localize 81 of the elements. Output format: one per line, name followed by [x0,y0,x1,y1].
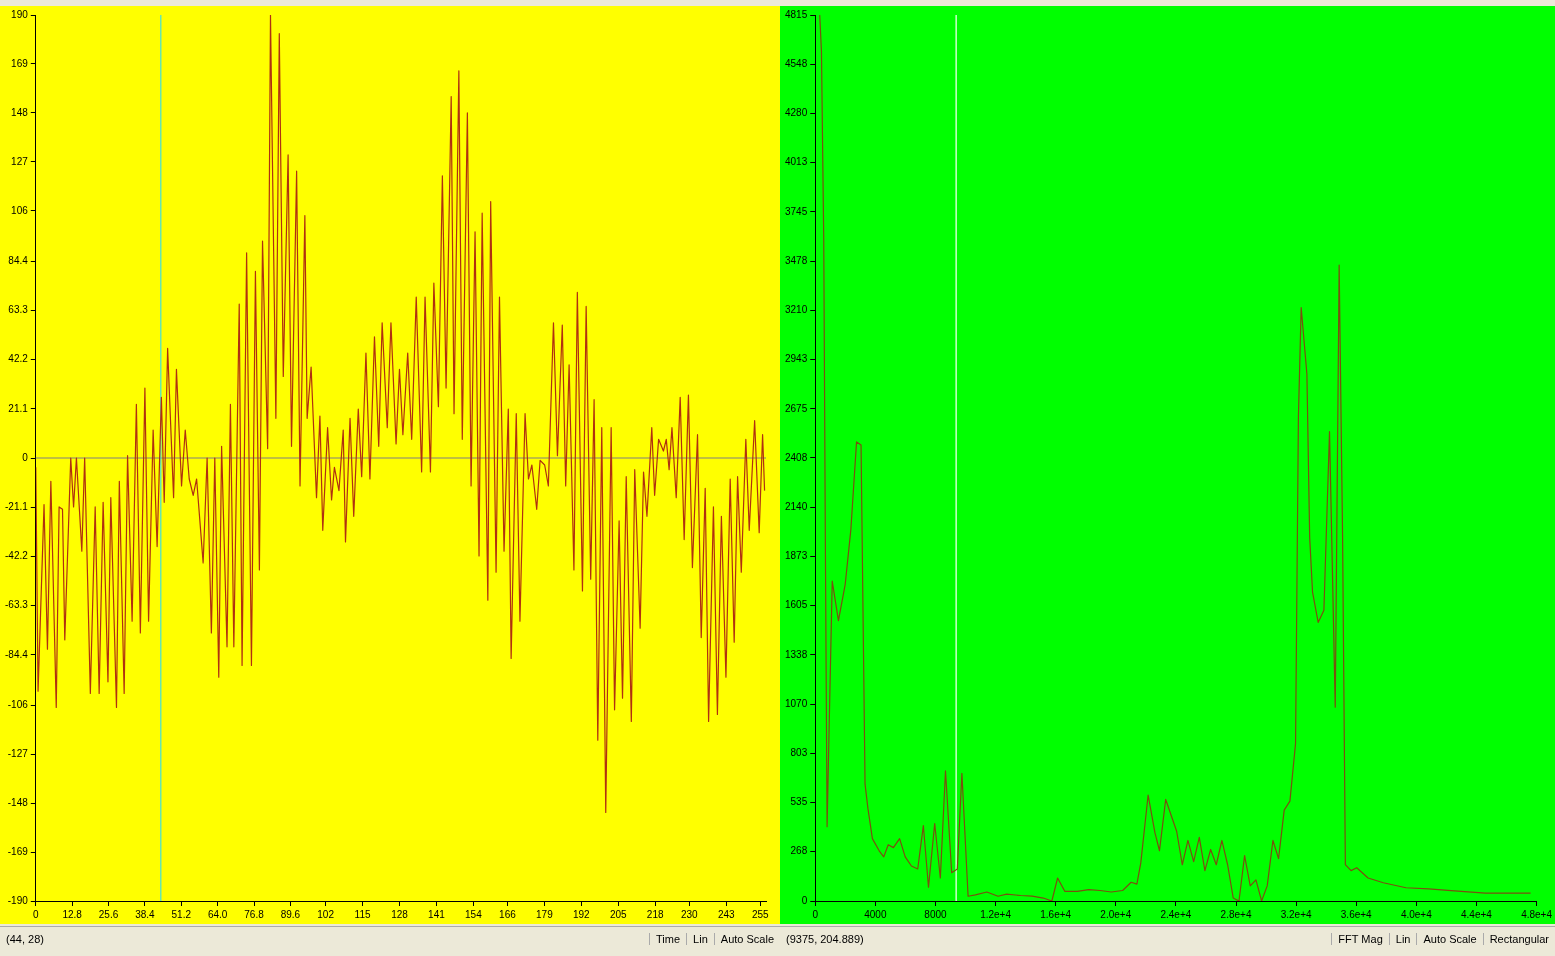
y-tick-label: 803 [790,746,808,758]
y-tick-label: -190 [7,894,29,906]
x-tick-label: 166 [499,908,517,920]
x-tick-label: 205 [609,908,628,920]
y-tick-label: 1070 [785,697,808,709]
y-tick-label: 1338 [785,648,808,660]
x-tick-label: 0 [812,908,819,920]
y-tick-label: 3210 [785,304,808,316]
x-tick-label: 243 [717,908,735,920]
x-tick-label: 8000 [924,908,948,920]
y-tick-label: 4013 [785,156,808,168]
y-tick-label: 0 [801,894,808,906]
y-tick-label: -106 [7,698,29,710]
x-tick-label: 76.8 [244,908,265,920]
x-tick-label: 179 [536,908,554,920]
y-tick-label: 42.2 [8,353,29,365]
y-tick-label: 0 [22,451,29,463]
x-tick-label: 102 [317,908,335,920]
x-tick-label: 2.8e+4 [1220,908,1252,920]
x-tick-label: 4000 [864,908,887,920]
y-tick-label: 535 [790,796,808,808]
y-tick-label: 148 [11,106,29,118]
y-tick-label: -148 [7,796,29,808]
y-tick-label: -84.4 [5,648,29,660]
x-tick-label: 115 [354,908,371,920]
y-tick-label: 4280 [785,107,808,119]
x-tick-label: 2.4e+4 [1160,908,1192,920]
x-tick-label: 2.0e+4 [1100,908,1132,920]
x-tick-label: 51.2 [171,908,192,920]
x-tick-label: 89.6 [280,908,301,920]
y-tick-label: 169 [11,57,29,69]
y-tick-label: 63.3 [8,304,29,316]
y-tick-label: 21.1 [8,402,29,414]
x-tick-label: 1.6e+4 [1040,908,1072,920]
x-tick-label: 0 [33,908,40,920]
x-tick-label: 4.8e+4 [1521,908,1553,920]
text: (44, 28) [5,933,45,945]
y-tick-label: 4548 [785,57,808,69]
x-tick-label: 230 [680,908,699,920]
text: Time [649,933,687,945]
x-tick-label: 25.6 [98,908,119,920]
x-tick-label: 141 [428,908,446,920]
y-tick-label: 190 [11,8,29,20]
y-tick-label: -63.3 [5,599,29,611]
text: (9375, 204.889) [785,933,865,945]
x-tick-label: 3.6e+4 [1340,908,1373,920]
y-tick-label: 4815 [785,8,808,20]
x-tick-label: 12.8 [62,908,83,920]
x-tick-label: 154 [465,908,483,920]
y-tick-label: -42.2 [5,550,29,562]
y-tick-label: -127 [7,747,29,759]
x-tick-label: 64.0 [207,908,228,920]
x-tick-label: 4.0e+4 [1400,908,1433,920]
y-tick-label: -169 [7,845,29,857]
x-tick-label: 38.4 [135,908,156,920]
text: Rectangular [1482,933,1555,945]
x-tick-label: 4.4e+4 [1461,908,1493,920]
x-tick-label: 218 [646,908,664,920]
text: Lin [1388,933,1417,945]
y-tick-label: 2943 [785,353,808,365]
y-tick-label: 268 [790,845,808,857]
x-tick-label: 192 [572,908,591,920]
y-tick-label: 3745 [785,205,808,217]
y-tick-label: -21.1 [5,500,29,512]
y-tick-label: 84.4 [8,254,29,266]
y-tick-label: 2675 [785,402,808,414]
y-tick-label: 2408 [785,451,808,463]
x-tick-label: 3.2e+4 [1280,908,1312,920]
x-tick-label: 255 [751,908,770,920]
y-tick-label: 1605 [785,599,808,611]
y-tick-label: 127 [11,155,29,167]
x-tick-label: 1.2e+4 [980,908,1012,920]
y-tick-label: 2140 [785,500,808,512]
text: Auto Scale [713,933,780,945]
y-tick-label: 3478 [785,254,808,266]
y-tick-label: 106 [11,204,29,216]
text: Auto Scale [1416,933,1483,945]
text: FFT Mag [1331,933,1389,945]
text: Lin [686,933,714,945]
x-tick-label: 128 [391,908,409,920]
y-tick-label: 1873 [785,550,808,562]
